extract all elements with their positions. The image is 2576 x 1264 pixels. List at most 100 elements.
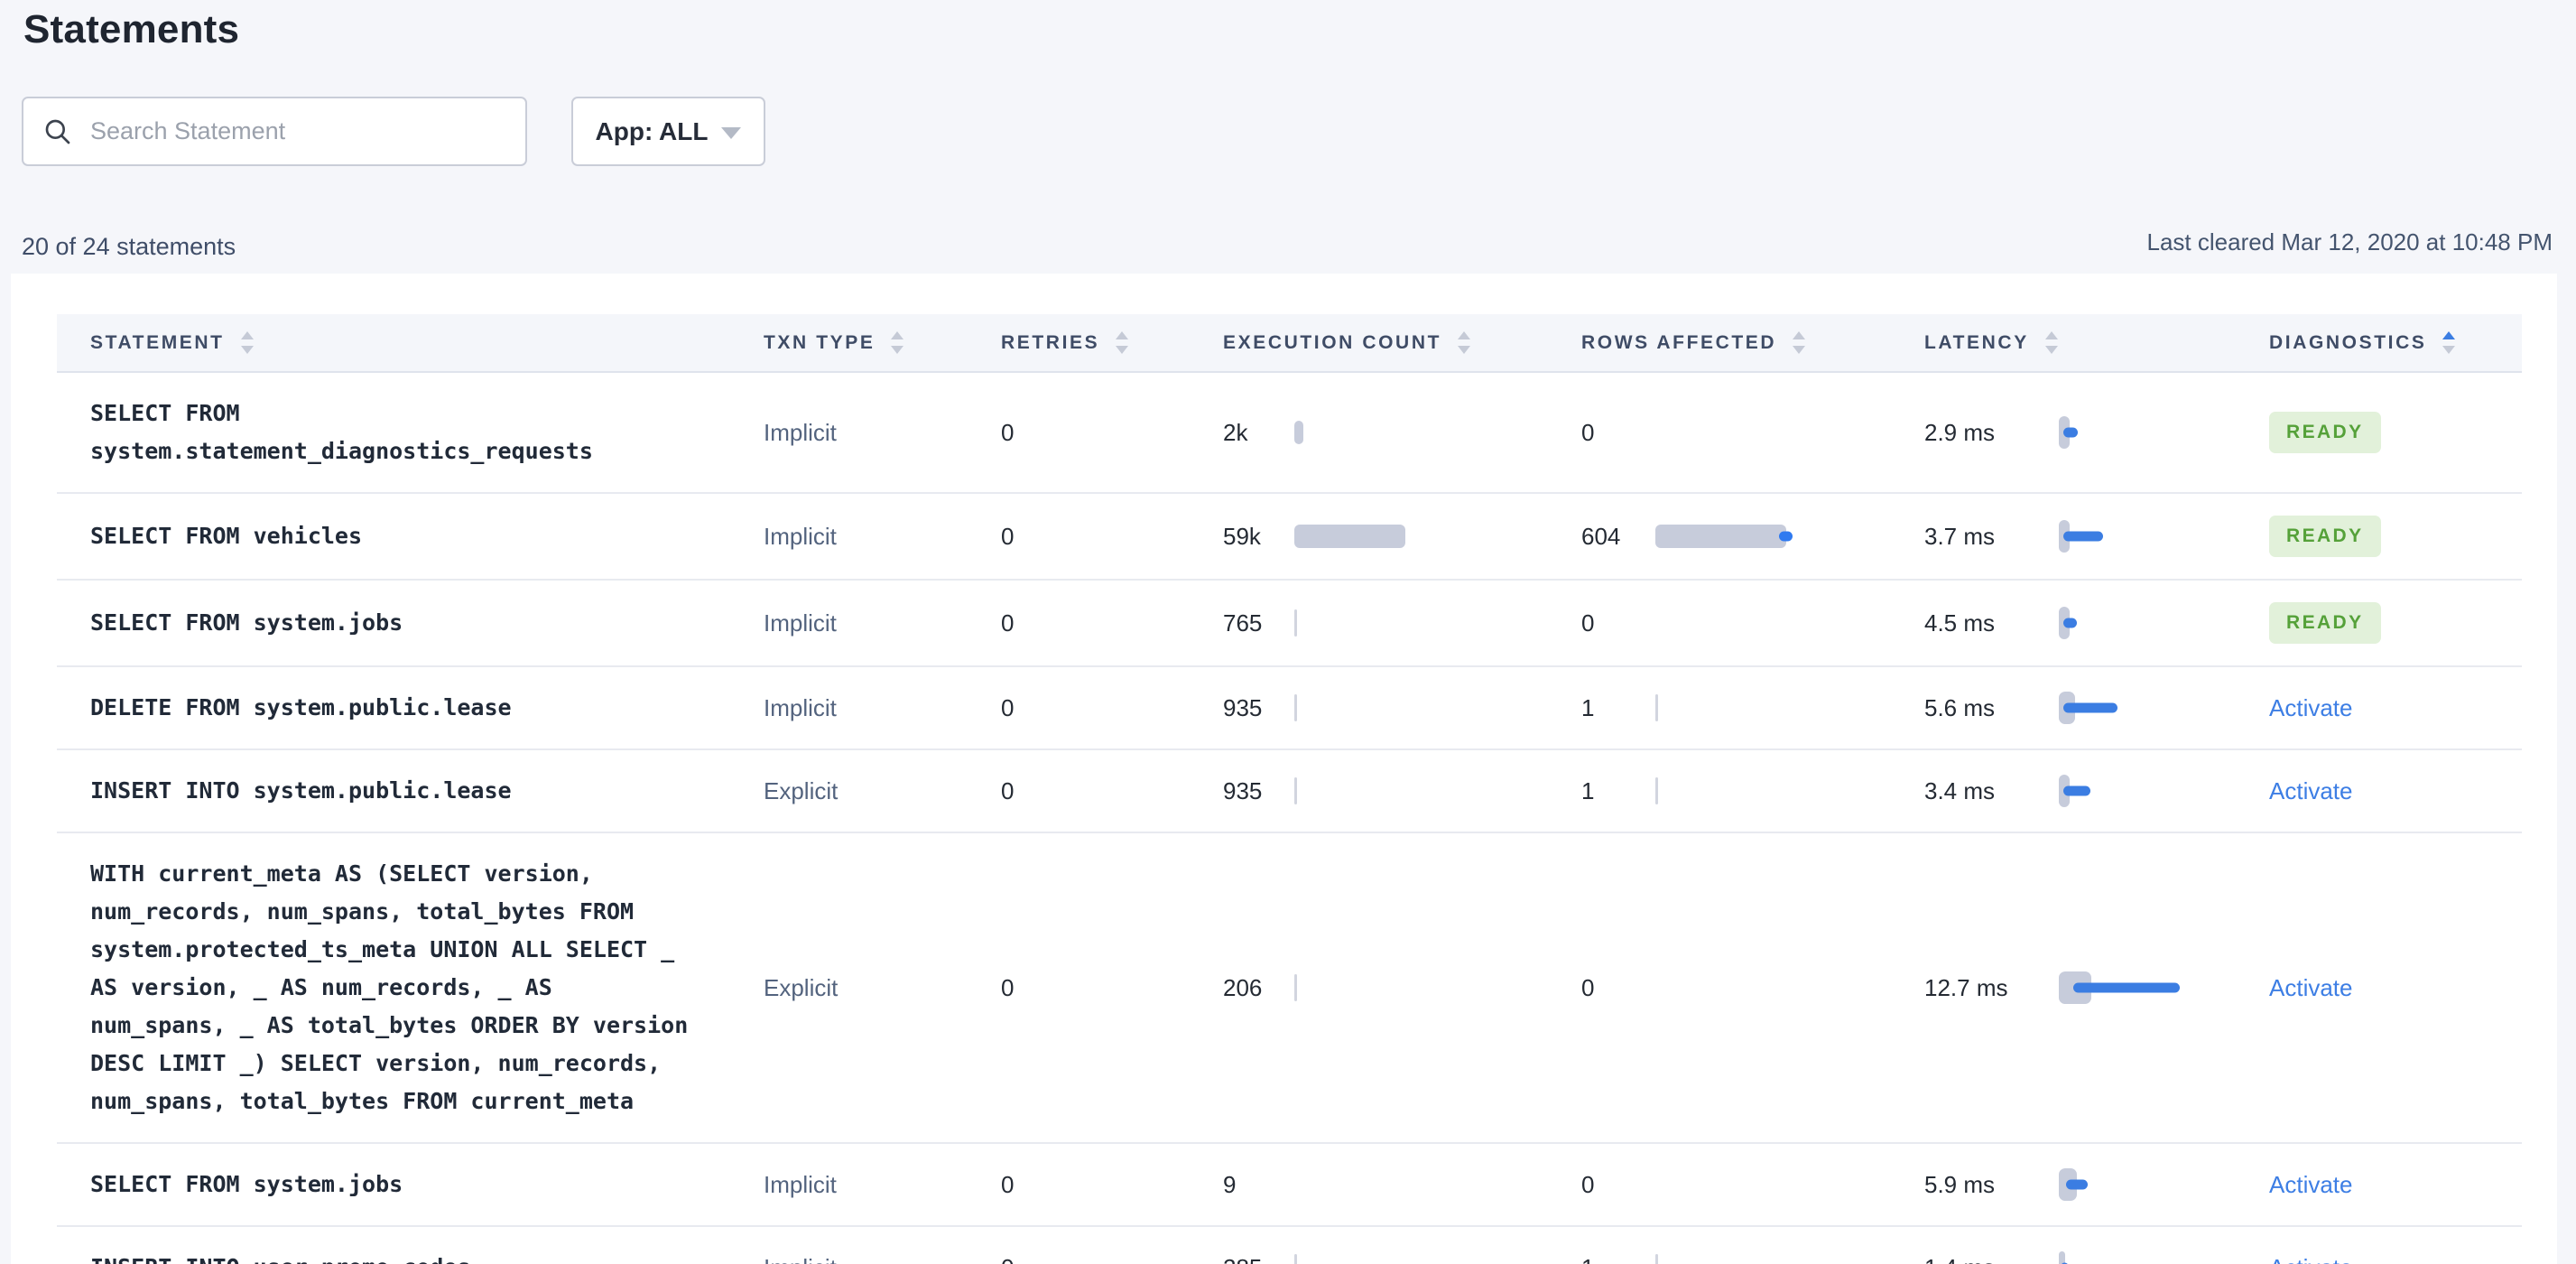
table-row[interactable]: WITH current_meta AS (SELECT version, nu… (57, 833, 2522, 1144)
latency-value: 5.6 ms (1924, 693, 1996, 721)
latency-mean-bar (2063, 427, 2078, 438)
retries-cell: 0 (1001, 693, 1015, 721)
column-header-label: EXECUTION COUNT (1223, 331, 1442, 353)
rows-affected-cell: 1 (1581, 1251, 1924, 1264)
sort-arrows[interactable] (2044, 331, 2058, 354)
retries-cell: 0 (1001, 418, 1015, 446)
rows-affected-bar-tick (1655, 694, 1658, 721)
rows-affected-value: 0 (1581, 1170, 1595, 1198)
diagnostics-activate-link[interactable]: Activate (2269, 1254, 2353, 1264)
statement-text[interactable]: WITH current_meta AS (SELECT version, nu… (90, 860, 689, 1114)
rows-affected-value: 0 (1581, 973, 1595, 1001)
execution-count-bar-tick (1294, 609, 1297, 637)
statement-text[interactable]: INSERT INTO user_promo_codes (90, 1254, 470, 1264)
column-header-label: TXN TYPE (764, 331, 876, 353)
diagnostics-activate-link[interactable]: Activate (2269, 693, 2353, 721)
execution-count-bar-slot (1294, 1251, 1581, 1264)
column-header-rows-affected[interactable]: ROWS AFFECTED (1581, 331, 1924, 354)
execution-count-bar-slot (1294, 520, 1581, 553)
statement-cell: WITH current_meta AS (SELECT version, nu… (90, 855, 764, 1120)
rows-affected-bar-slot (1655, 1168, 1924, 1201)
column-header-execution-count[interactable]: EXECUTION COUNT (1223, 331, 1581, 354)
execution-count-bar-tick (1294, 694, 1297, 721)
diagnostics-activate-link[interactable]: Activate (2269, 1170, 2353, 1198)
statement-text[interactable]: INSERT INTO system.public.lease (90, 777, 512, 804)
retries-cell: 0 (1001, 973, 1015, 1001)
table-row[interactable]: INSERT INTO user_promo_codes Implicit0285… (57, 1227, 2522, 1264)
sort-asc-icon[interactable] (240, 331, 254, 339)
diagnostics-activate-link[interactable]: Activate (2269, 973, 2353, 1001)
retries-cell: 0 (1001, 776, 1015, 804)
rows-affected-value: 1 (1581, 693, 1595, 721)
sort-arrows[interactable] (891, 331, 904, 354)
sort-asc-icon[interactable] (1793, 331, 1806, 339)
execution-count-bar-slot (1294, 775, 1581, 807)
chevron-down-icon (721, 126, 742, 139)
search-box[interactable] (22, 97, 527, 166)
rows-affected-cell: 604 (1581, 520, 1924, 553)
statement-text[interactable]: SELECT FROM system.statement_diagnostics… (90, 400, 593, 464)
sort-desc-icon[interactable] (2442, 346, 2456, 354)
sort-desc-icon[interactable] (1116, 346, 1129, 354)
statement-text[interactable]: SELECT FROM system.jobs (90, 609, 403, 636)
table-row[interactable]: SELECT FROM system.statement_diagnostics… (57, 373, 2522, 494)
rows-affected-cell: 1 (1581, 775, 1924, 807)
sort-arrows[interactable] (1458, 331, 1471, 354)
rows-affected-bar-tick (1655, 1254, 1658, 1264)
sort-asc-icon[interactable] (891, 331, 904, 339)
column-header-diagnostics[interactable]: DIAGNOSTICS (2269, 331, 2522, 354)
table-row[interactable]: SELECT FROM system.jobs Implicit 0 9 0 5.9 ms… (57, 1144, 2522, 1227)
diagnostics-ready-badge: READY (2269, 602, 2381, 644)
sort-asc-icon[interactable] (2442, 331, 2456, 339)
rows-affected-cell: 1 (1581, 692, 1924, 724)
diagnostics-cell: READY (2269, 516, 2522, 557)
sort-asc-icon[interactable] (2044, 331, 2058, 339)
sort-desc-icon[interactable] (2044, 346, 2058, 354)
rows-affected-cell: 0 (1581, 416, 1924, 449)
statement-cell: DELETE FROM system.public.lease (90, 689, 764, 727)
execution-count-value: 2k (1223, 418, 1248, 446)
sort-arrows[interactable] (240, 331, 254, 354)
search-input[interactable] (90, 117, 505, 145)
sort-asc-icon[interactable] (1116, 331, 1129, 339)
column-header-latency[interactable]: LATENCY (1924, 331, 2269, 354)
diagnostics-activate-link[interactable]: Activate (2269, 776, 2353, 804)
latency-value: 5.9 ms (1924, 1170, 1996, 1198)
execution-count-cell: 2k (1223, 416, 1581, 449)
statement-text[interactable]: SELECT FROM system.jobs (90, 1171, 403, 1197)
statement-text[interactable]: DELETE FROM system.public.lease (90, 694, 512, 720)
app-filter-button[interactable]: App: ALL (571, 97, 765, 166)
table-row[interactable]: SELECT FROM system.jobs Implicit 0 765 0 4.5 … (57, 581, 2522, 667)
statement-text[interactable]: SELECT FROM vehicles (90, 523, 363, 549)
sort-arrows[interactable] (1116, 331, 1129, 354)
table-row[interactable]: INSERT INTO system.public.lease Explicit 0… (57, 750, 2522, 833)
sort-desc-icon[interactable] (240, 346, 254, 354)
latency-cell: 4.5 ms (1924, 605, 2269, 641)
diagnostics-cell: READY (2269, 602, 2522, 644)
diagnostics-ready-badge: READY (2269, 412, 2381, 453)
column-header-statement[interactable]: STATEMENT (90, 331, 764, 354)
latency-mean-bar (2061, 1262, 2069, 1264)
sort-desc-icon[interactable] (1793, 346, 1806, 354)
latency-stddev-track (2059, 1251, 2065, 1264)
sort-desc-icon[interactable] (891, 346, 904, 354)
execution-count-bar (1294, 525, 1405, 548)
rows-affected-cell: 0 (1581, 607, 1924, 639)
sort-arrows[interactable] (2442, 331, 2456, 354)
rows-affected-cell: 0 (1581, 971, 1924, 1004)
execution-count-cell: 285 (1223, 1251, 1581, 1264)
sort-arrows[interactable] (1793, 331, 1806, 354)
column-header-label: STATEMENT (90, 331, 225, 353)
column-header-retries[interactable]: RETRIES (1001, 331, 1223, 354)
sort-desc-icon[interactable] (1458, 346, 1471, 354)
table-row[interactable]: SELECT FROM vehicles Implicit 0 59k 604 3.7 m… (57, 494, 2522, 581)
column-header-txn-type[interactable]: TXN TYPE (764, 331, 1001, 354)
sort-asc-icon[interactable] (1458, 331, 1471, 339)
column-header-label: RETRIES (1001, 331, 1100, 353)
retries-cell: 0 (1001, 522, 1015, 550)
latency-value: 3.4 ms (1924, 776, 1996, 804)
latency-cell: 3.7 ms (1924, 518, 2269, 554)
statement-cell: SELECT FROM system.jobs (90, 604, 764, 642)
execution-count-bar-tick (1294, 777, 1297, 804)
table-row[interactable]: DELETE FROM system.public.lease Implicit 0… (57, 667, 2522, 750)
